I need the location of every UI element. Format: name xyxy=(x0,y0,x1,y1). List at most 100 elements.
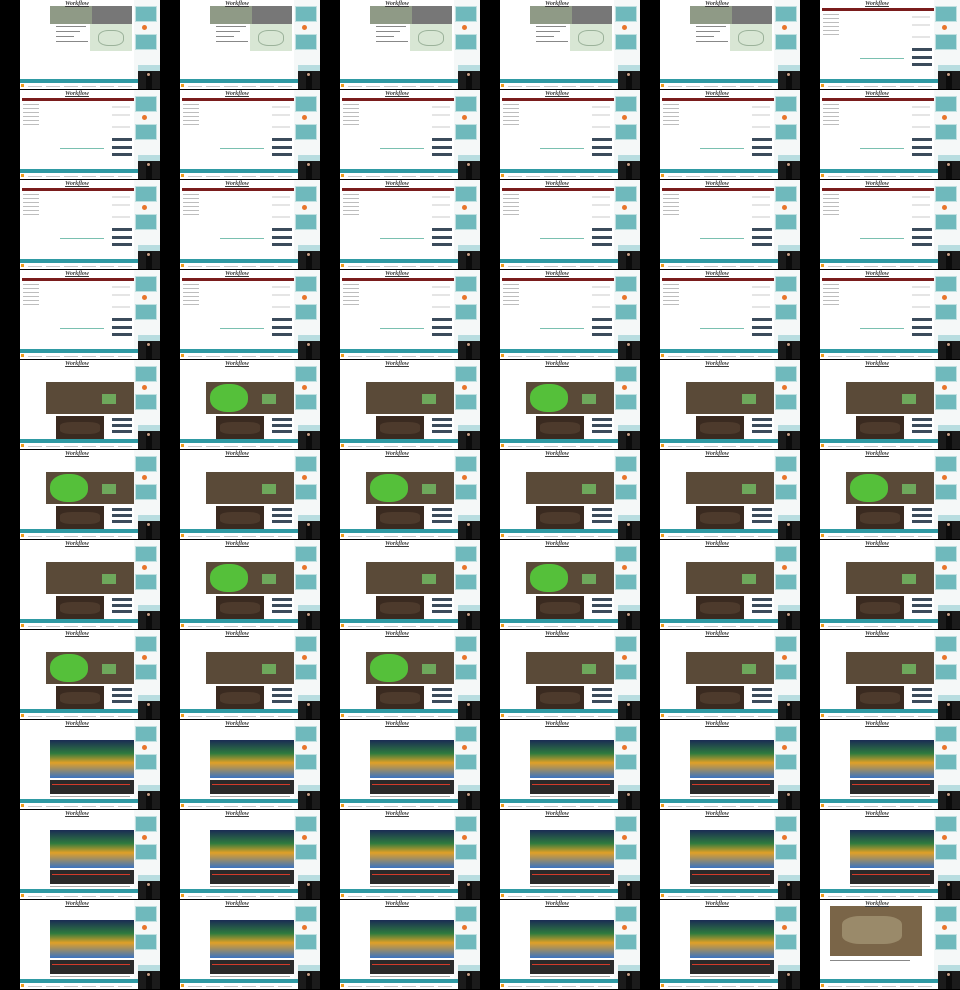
form-input[interactable] xyxy=(912,286,930,288)
option-button[interactable] xyxy=(112,514,132,517)
slide-thumbnail[interactable]: Workflow xyxy=(20,450,160,539)
option-button[interactable] xyxy=(112,508,132,511)
option-button[interactable] xyxy=(112,604,132,607)
option-button[interactable] xyxy=(272,520,292,523)
form-input[interactable] xyxy=(912,216,930,218)
form-button[interactable] xyxy=(432,243,452,246)
option-button[interactable] xyxy=(272,694,292,697)
form-input[interactable] xyxy=(112,196,130,198)
form-button[interactable] xyxy=(592,333,612,336)
slide-thumbnail[interactable]: Workflow xyxy=(20,900,160,989)
option-button[interactable] xyxy=(592,694,612,697)
slide-thumbnail[interactable]: Workflow xyxy=(820,0,960,89)
form-input[interactable] xyxy=(272,306,290,308)
form-input[interactable] xyxy=(432,114,450,116)
slide-thumbnail[interactable]: Workflow xyxy=(20,360,160,449)
form-input[interactable] xyxy=(432,286,450,288)
form-button[interactable] xyxy=(752,153,772,156)
form-button[interactable] xyxy=(112,318,132,321)
slide-thumbnail[interactable]: Workflow xyxy=(340,450,480,539)
form-input[interactable] xyxy=(752,196,770,198)
option-button[interactable] xyxy=(432,514,452,517)
slide-thumbnail[interactable]: Workflow xyxy=(20,90,160,179)
form-button[interactable] xyxy=(592,138,612,141)
form-input[interactable] xyxy=(592,204,610,206)
form-button[interactable] xyxy=(112,153,132,156)
form-input[interactable] xyxy=(432,294,450,296)
option-button[interactable] xyxy=(112,424,132,427)
option-button[interactable] xyxy=(272,700,292,703)
option-button[interactable] xyxy=(912,688,932,691)
form-button[interactable] xyxy=(112,326,132,329)
form-input[interactable] xyxy=(272,106,290,108)
slide-thumbnail[interactable]: Workflow xyxy=(820,900,960,989)
option-button[interactable] xyxy=(592,598,612,601)
form-input[interactable] xyxy=(912,24,930,26)
slide-thumbnail[interactable]: Workflow xyxy=(20,180,160,269)
form-input[interactable] xyxy=(272,196,290,198)
option-button[interactable] xyxy=(272,430,292,433)
form-button[interactable] xyxy=(432,318,452,321)
option-button[interactable] xyxy=(432,694,452,697)
option-button[interactable] xyxy=(112,688,132,691)
slide-thumbnail[interactable]: Workflow xyxy=(820,810,960,899)
form-button[interactable] xyxy=(432,326,452,329)
slide-thumbnail[interactable]: Workflow xyxy=(820,180,960,269)
form-input[interactable] xyxy=(912,36,930,38)
slide-thumbnail[interactable]: Workflow xyxy=(180,630,320,719)
form-input[interactable] xyxy=(912,126,930,128)
form-button[interactable] xyxy=(112,138,132,141)
form-button[interactable] xyxy=(912,138,932,141)
slide-thumbnail[interactable]: Workflow xyxy=(500,900,640,989)
slide-thumbnail[interactable]: Workflow xyxy=(660,270,800,359)
form-button[interactable] xyxy=(112,228,132,231)
option-button[interactable] xyxy=(592,688,612,691)
option-button[interactable] xyxy=(752,508,772,511)
option-button[interactable] xyxy=(432,418,452,421)
form-button[interactable] xyxy=(112,146,132,149)
option-button[interactable] xyxy=(432,700,452,703)
option-button[interactable] xyxy=(432,430,452,433)
option-button[interactable] xyxy=(112,598,132,601)
form-button[interactable] xyxy=(752,236,772,239)
form-button[interactable] xyxy=(272,236,292,239)
form-button[interactable] xyxy=(432,236,452,239)
form-button[interactable] xyxy=(432,333,452,336)
slide-thumbnail[interactable]: Workflow xyxy=(340,270,480,359)
form-button[interactable] xyxy=(272,153,292,156)
slide-thumbnail[interactable]: Workflow xyxy=(500,630,640,719)
option-button[interactable] xyxy=(752,418,772,421)
form-input[interactable] xyxy=(752,126,770,128)
slide-thumbnail[interactable]: Workflow xyxy=(340,90,480,179)
slide-thumbnail[interactable]: Workflow xyxy=(500,360,640,449)
slide-thumbnail[interactable]: Workflow xyxy=(180,720,320,809)
form-input[interactable] xyxy=(592,106,610,108)
form-input[interactable] xyxy=(112,216,130,218)
slide-thumbnail[interactable]: Workflow xyxy=(340,900,480,989)
option-button[interactable] xyxy=(912,520,932,523)
option-button[interactable] xyxy=(272,598,292,601)
option-button[interactable] xyxy=(752,424,772,427)
slide-thumbnail[interactable]: Workflow xyxy=(180,540,320,629)
form-input[interactable] xyxy=(752,216,770,218)
form-input[interactable] xyxy=(592,126,610,128)
option-button[interactable] xyxy=(592,610,612,613)
form-input[interactable] xyxy=(112,204,130,206)
form-input[interactable] xyxy=(592,286,610,288)
form-button[interactable] xyxy=(752,228,772,231)
slide-thumbnail[interactable]: Workflow xyxy=(500,0,640,89)
form-input[interactable] xyxy=(272,126,290,128)
option-button[interactable] xyxy=(752,430,772,433)
slide-thumbnail[interactable]: Workflow xyxy=(500,90,640,179)
option-button[interactable] xyxy=(592,700,612,703)
form-input[interactable] xyxy=(112,306,130,308)
form-button[interactable] xyxy=(592,326,612,329)
option-button[interactable] xyxy=(272,688,292,691)
option-button[interactable] xyxy=(272,610,292,613)
form-button[interactable] xyxy=(592,243,612,246)
form-input[interactable] xyxy=(912,114,930,116)
option-button[interactable] xyxy=(592,508,612,511)
slide-thumbnail[interactable]: Workflow xyxy=(820,90,960,179)
form-button[interactable] xyxy=(432,146,452,149)
form-input[interactable] xyxy=(112,294,130,296)
